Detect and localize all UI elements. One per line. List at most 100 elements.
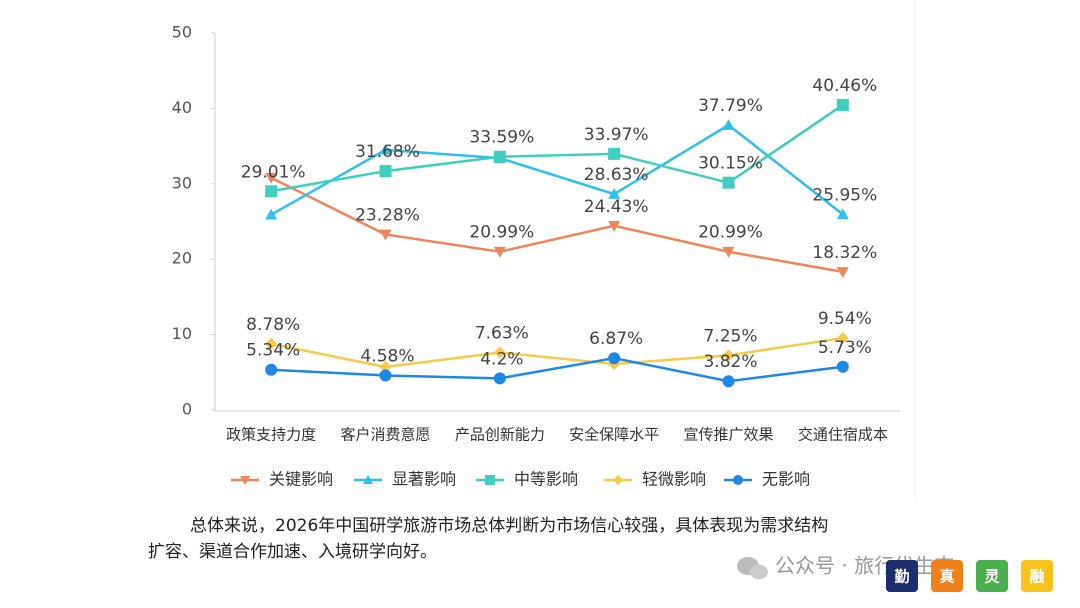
data-label: 7.25%: [703, 326, 757, 346]
series: [265, 119, 849, 220]
x-tick-label: 产品创新能力: [455, 426, 545, 444]
y-tick-label: 20: [172, 249, 192, 268]
legend-item: 轻微影响: [604, 470, 706, 489]
data-label: 29.01%: [241, 162, 306, 182]
legend-marker: [485, 475, 495, 485]
marker: [608, 220, 621, 232]
series: [265, 332, 849, 374]
legend-label: 无影响: [762, 470, 810, 489]
legend-label: 关键影响: [269, 470, 333, 489]
data-label: 20.99%: [698, 223, 763, 243]
x-tick-label: 客户消费意愿: [340, 426, 430, 444]
marker: [608, 147, 621, 160]
marker: [265, 185, 278, 198]
y-tick-label: 40: [172, 98, 192, 117]
marker: [265, 208, 278, 220]
marker: [722, 375, 735, 388]
marker: [722, 349, 735, 362]
legend-marker: [613, 475, 623, 485]
marker: [265, 172, 278, 184]
marker: [836, 267, 849, 278]
data-label: 23.28%: [355, 205, 420, 225]
x-tick-label: 政策支持力度: [226, 426, 316, 444]
legend-marker: [363, 475, 373, 484]
marker: [722, 246, 735, 258]
data-label: 37.79%: [698, 96, 763, 116]
marker: [379, 165, 392, 178]
badge: [886, 560, 1053, 592]
line: [270, 336, 844, 369]
data-label: 5.73%: [818, 338, 872, 358]
legend-item: 显著影响: [354, 470, 456, 489]
legend-marker: [733, 475, 743, 485]
marker: [836, 208, 849, 220]
data-label: 5.34%: [246, 341, 300, 361]
y-tick-label: 10: [172, 324, 192, 343]
marker: [493, 246, 506, 258]
data-label: 4.2%: [480, 349, 523, 369]
wechat-icon: [737, 557, 768, 580]
marker: [265, 363, 278, 376]
data-label: 3.82%: [703, 352, 757, 372]
legend-marker: [240, 476, 250, 485]
marker: [265, 337, 278, 350]
data-label: 28.63%: [584, 165, 649, 185]
marker: [836, 360, 849, 373]
data-label: 30.15%: [698, 154, 763, 174]
legend-item: 中等影响: [476, 470, 578, 489]
marker: [722, 119, 735, 130]
marker: [493, 372, 506, 385]
legend-label: 中等影响: [514, 470, 578, 489]
data-label: 33.59%: [469, 128, 534, 148]
data-label: 7.63%: [475, 323, 529, 343]
marker: [836, 98, 849, 111]
marker: [493, 346, 506, 359]
data-label: 24.43%: [584, 197, 649, 217]
badge-text: 灵: [984, 568, 1000, 586]
line: [271, 356, 843, 383]
data-label: 20.99%: [469, 223, 534, 243]
y-tick-label: 30: [172, 173, 192, 192]
marker: [608, 352, 621, 365]
data-label: 4.58%: [360, 346, 414, 366]
watermark: 公众号 · 旅行优生态: [775, 554, 954, 578]
data-label: 9.54%: [818, 309, 872, 329]
line: [270, 123, 844, 216]
legend-label: 轻微影响: [642, 470, 706, 489]
paragraph-line: 扩容、渠道合作加速、入境研学向好。: [148, 542, 437, 562]
x-tick-label: 交通住宿成本: [798, 426, 888, 444]
data-label: 31.68%: [355, 142, 420, 162]
series: [265, 352, 849, 388]
data-label: 25.95%: [812, 185, 877, 205]
legend-item: 关键影响: [231, 470, 333, 489]
y-tick-label: 0: [182, 400, 192, 419]
marker: [722, 176, 735, 189]
series: [265, 172, 849, 278]
legend-item: 无影响: [724, 470, 810, 489]
marker: [379, 143, 392, 155]
badge-text: 真: [939, 568, 954, 586]
data-label: 18.32%: [812, 243, 877, 263]
line: [270, 176, 844, 274]
data-label: 8.78%: [246, 315, 300, 335]
paragraph-line: 总体来说，2026年中国研学旅游市场总体判断为市场信心较强，具体表现为需求结构: [190, 516, 829, 536]
marker: [493, 150, 506, 163]
badge-text: 融: [1029, 568, 1044, 586]
series: [265, 98, 849, 198]
marker: [608, 188, 621, 199]
marker: [379, 361, 392, 374]
data-label: 33.97%: [584, 125, 649, 145]
marker: [836, 332, 849, 345]
marker: [379, 369, 392, 382]
x-tick-label: 宣传推广效果: [683, 426, 773, 444]
data-label: 40.46%: [812, 76, 877, 96]
y-tick-label: 50: [172, 23, 192, 42]
x-tick-label: 安全保障水平: [569, 426, 659, 444]
legend-label: 显著影响: [392, 470, 456, 489]
line: [270, 103, 844, 193]
marker: [379, 229, 392, 241]
badge-text: 勤: [894, 568, 909, 586]
data-label: 6.87%: [589, 329, 643, 349]
